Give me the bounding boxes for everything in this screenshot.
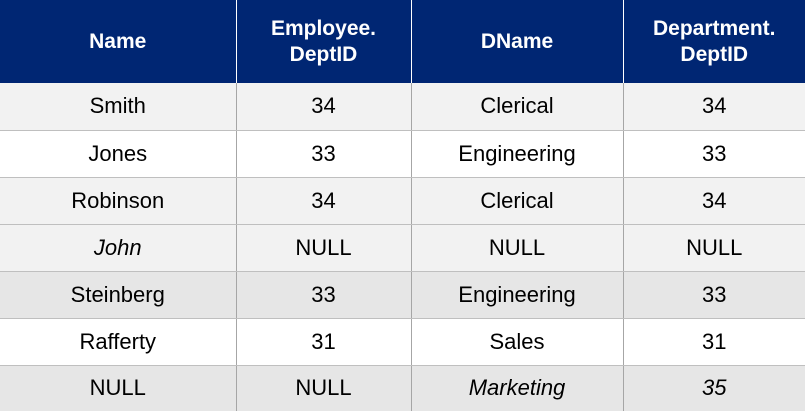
employee-deptid-cell: 31 xyxy=(236,318,412,366)
table-row: Jones 33 Engineering 33 xyxy=(0,130,805,178)
employee-deptid-cell: 33 xyxy=(236,271,412,319)
header-department-deptid-line-2: DeptID xyxy=(680,42,749,66)
table-row: Steinberg 33 Engineering 33 xyxy=(0,271,805,319)
header-department-deptid-line-1: Department. xyxy=(652,16,776,40)
name-cell: John xyxy=(0,224,237,272)
dname-cell: Sales xyxy=(411,318,624,366)
table-row: Robinson 34 Clerical 34 xyxy=(0,177,805,225)
employee-deptid-cell: NULL xyxy=(236,224,412,272)
department-deptid-cell: 33 xyxy=(623,130,805,178)
header-dname: DName xyxy=(411,0,624,83)
table-row: Smith 34 Clerical 34 xyxy=(0,83,805,131)
header-dname-line-1: DName xyxy=(480,29,554,53)
name-cell: Steinberg xyxy=(0,271,237,319)
header-row: Name Employee. DeptID DName Department. … xyxy=(0,0,805,83)
dname-cell: Engineering xyxy=(411,271,624,319)
department-deptid-cell: 33 xyxy=(623,271,805,319)
header-employee-deptid-line-1: Employee. xyxy=(270,16,377,40)
employee-deptid-cell: 34 xyxy=(236,83,412,131)
department-deptid-cell: 31 xyxy=(623,318,805,366)
table-row: NULL NULL Marketing 35 xyxy=(0,365,805,411)
employee-deptid-cell: NULL xyxy=(236,365,412,411)
name-cell: Robinson xyxy=(0,177,237,225)
header-name: Name xyxy=(0,0,237,83)
employee-deptid-cell: 33 xyxy=(236,130,412,178)
table-header: Name Employee. DeptID DName Department. … xyxy=(0,0,805,83)
department-deptid-cell: 34 xyxy=(623,177,805,225)
name-cell: NULL xyxy=(0,365,237,411)
department-deptid-cell: 35 xyxy=(623,365,805,411)
department-deptid-cell: NULL xyxy=(623,224,805,272)
name-cell: Smith xyxy=(0,83,237,131)
header-employee-deptid-line-2: DeptID xyxy=(289,42,358,66)
employee-deptid-cell: 34 xyxy=(236,177,412,225)
dname-cell: NULL xyxy=(411,224,624,272)
table-body: Smith 34 Clerical 34 Jones 33 Engineering 33 Rob… xyxy=(0,83,805,411)
name-cell: Jones xyxy=(0,130,237,178)
dname-cell: Clerical xyxy=(411,83,624,131)
name-cell: Rafferty xyxy=(0,318,237,366)
department-deptid-cell: 34 xyxy=(623,83,805,131)
dname-cell: Clerical xyxy=(411,177,624,225)
dname-cell: Engineering xyxy=(411,130,624,178)
header-employee-deptid: Employee. DeptID xyxy=(236,0,412,83)
table-row: Rafferty 31 Sales 31 xyxy=(0,318,805,366)
dname-cell: Marketing xyxy=(411,365,624,411)
table-row: John NULL NULL NULL xyxy=(0,224,805,272)
header-name-line-1: Name xyxy=(89,29,147,53)
header-department-deptid: Department. DeptID xyxy=(623,0,805,83)
